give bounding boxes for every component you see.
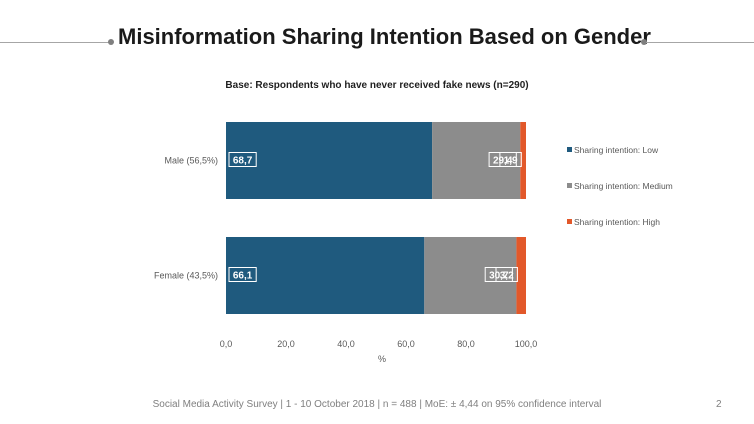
data-label: 68,7 <box>233 156 253 167</box>
x-tick-label: 80,0 <box>457 339 475 349</box>
page-number: 2 <box>716 399 722 410</box>
legend-swatch <box>567 183 572 188</box>
slide-footer: Social Media Activity Survey | 1 - 10 Oc… <box>152 399 602 410</box>
title-dot-left <box>108 39 114 45</box>
data-label: 29,4 <box>493 156 513 167</box>
x-tick-label: 100,0 <box>515 339 538 349</box>
x-tick-label: 60,0 <box>397 339 415 349</box>
title-rule-left <box>0 42 110 43</box>
legend-label: Sharing intention: Medium <box>574 181 673 191</box>
legend-label: Sharing intention: Low <box>574 145 659 155</box>
legend-swatch <box>567 219 572 224</box>
bar-segment <box>424 237 517 314</box>
data-label-box <box>228 267 257 282</box>
data-label: 66,1 <box>233 271 253 282</box>
x-tick-label: 20,0 <box>277 339 295 349</box>
data-label: 3,2 <box>500 271 514 282</box>
data-label: 1,9 <box>504 156 518 167</box>
bar-segment <box>226 122 433 199</box>
legend-swatch <box>567 147 572 152</box>
data-label-box <box>499 152 522 167</box>
title-dot-right <box>641 39 647 45</box>
legend-label: Sharing intention: High <box>574 217 660 227</box>
category-label: Male (56,5%) <box>164 156 218 166</box>
data-label-box <box>228 152 257 167</box>
bar-segment <box>520 122 526 199</box>
data-label: 30,7 <box>489 271 509 282</box>
category-label: Female (43,5%) <box>154 271 218 281</box>
bar-segment <box>516 237 526 314</box>
x-tick-label: 0,0 <box>220 339 233 349</box>
title-rule-right <box>646 42 754 43</box>
x-tick-label: 40,0 <box>337 339 355 349</box>
title-row: Misinformation Sharing Intention Based o… <box>0 22 754 58</box>
data-label-box <box>495 267 518 282</box>
chart-subtitle: Base: Respondents who have never receive… <box>225 80 529 91</box>
bar-segment <box>432 122 521 199</box>
slide-title: Misinformation Sharing Intention Based o… <box>118 24 651 49</box>
bar-segment <box>226 237 425 314</box>
x-axis-label: % <box>378 354 386 364</box>
